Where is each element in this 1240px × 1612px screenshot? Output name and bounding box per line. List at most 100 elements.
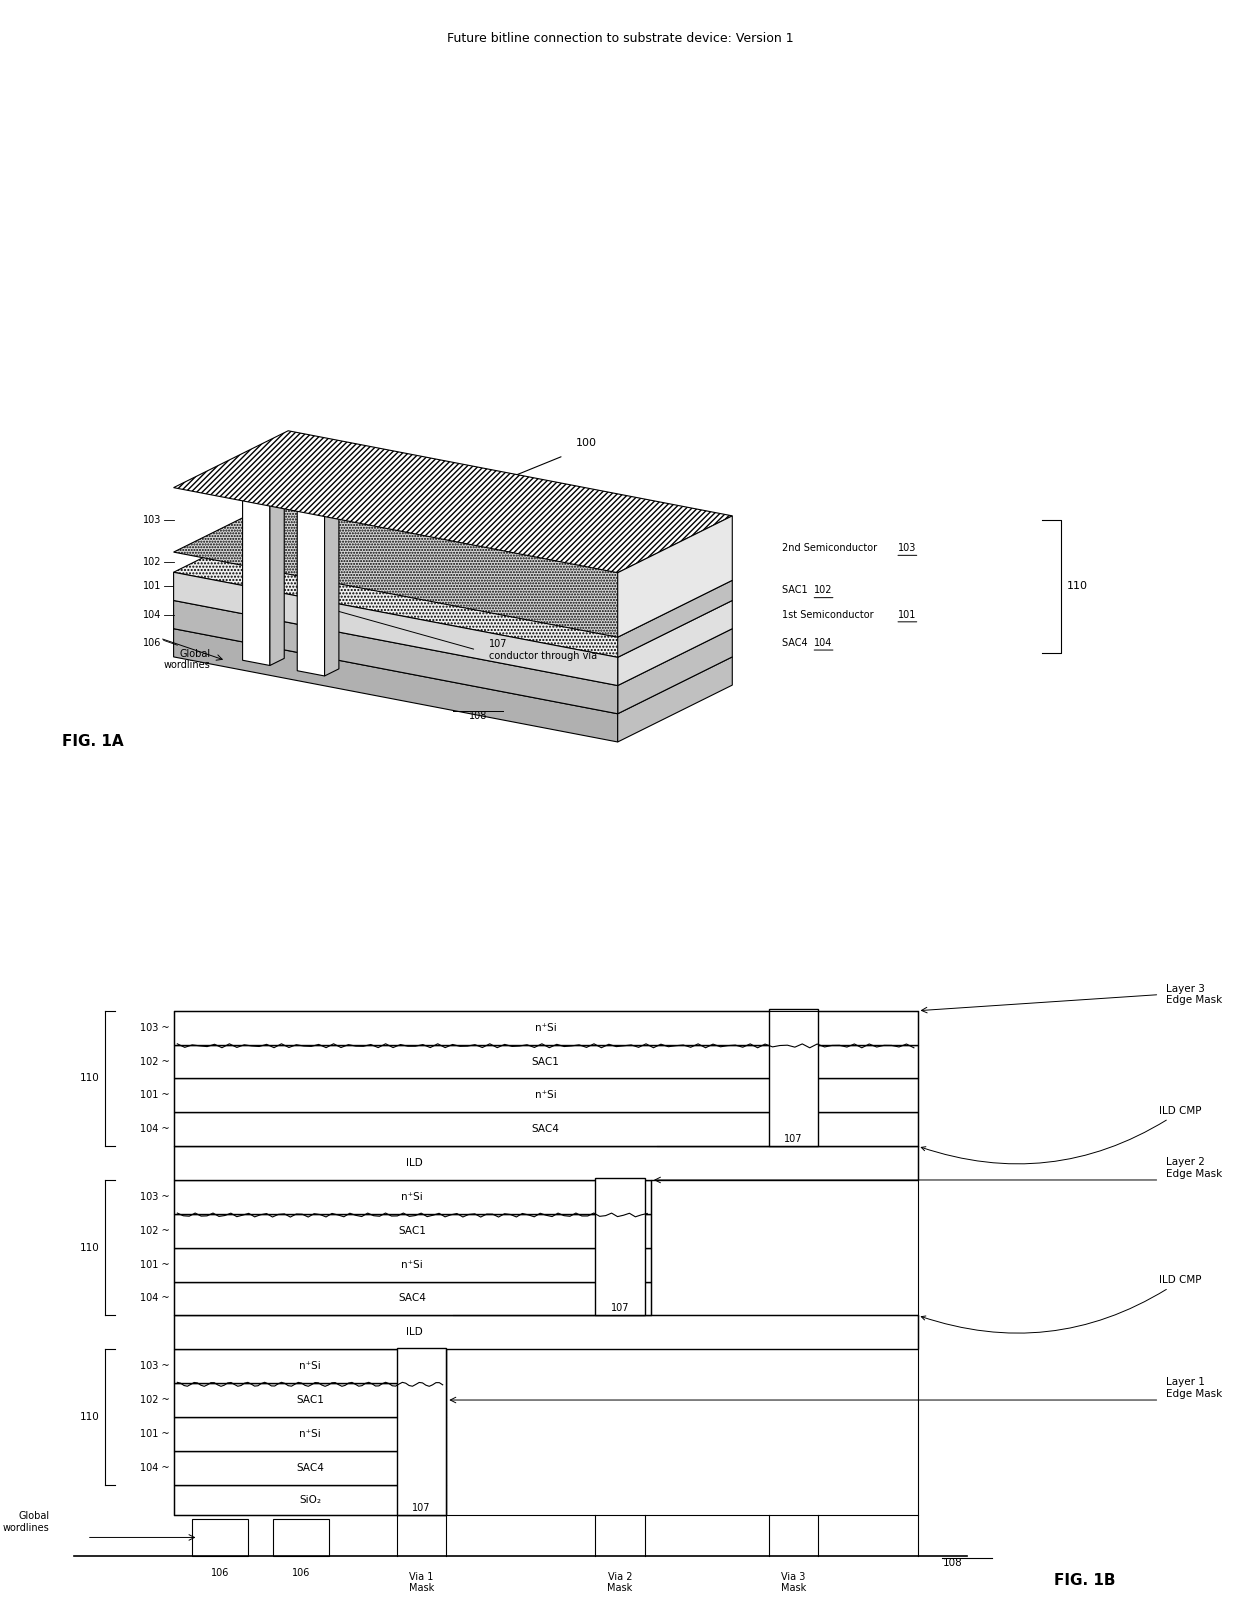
Text: Via 2
Mask: Via 2 Mask [608, 1572, 632, 1593]
Text: FIG. 1A: FIG. 1A [62, 733, 124, 750]
Text: 110: 110 [79, 1243, 99, 1253]
Text: SAC1: SAC1 [296, 1394, 324, 1406]
Text: 102 ~: 102 ~ [140, 1394, 170, 1406]
Bar [174, 1417, 446, 1451]
Text: 103 ~: 103 ~ [140, 1191, 170, 1203]
Polygon shape [174, 495, 733, 637]
Text: 110: 110 [1068, 582, 1087, 592]
Text: 2nd Semiconductor: 2nd Semiconductor [782, 543, 880, 553]
Bar [174, 1485, 446, 1515]
Text: Global
wordlines: Global wordlines [2, 1512, 50, 1533]
Text: n⁺Si: n⁺Si [299, 1428, 321, 1440]
Text: SAC1: SAC1 [782, 585, 811, 595]
Text: 101: 101 [898, 609, 916, 619]
Polygon shape [243, 487, 270, 666]
Text: 1st Semiconductor: 1st Semiconductor [782, 609, 877, 619]
Text: 108: 108 [469, 711, 487, 721]
Text: n⁺Si: n⁺Si [299, 1361, 321, 1372]
Polygon shape [243, 480, 284, 492]
Text: 100: 100 [577, 438, 596, 448]
Bar [595, 1178, 645, 1315]
Text: n⁺Si: n⁺Si [534, 1022, 557, 1033]
Bar [397, 1348, 446, 1515]
Polygon shape [174, 629, 618, 742]
Polygon shape [325, 495, 339, 675]
Bar [174, 1282, 651, 1315]
Bar [174, 1383, 446, 1417]
Text: 101 ~: 101 ~ [140, 1428, 170, 1440]
Text: 104: 104 [813, 638, 832, 648]
Bar [174, 1315, 918, 1349]
Text: 107
conductor through via: 107 conductor through via [489, 638, 596, 661]
Text: 102 ~: 102 ~ [140, 1225, 170, 1236]
Polygon shape [618, 601, 733, 685]
Bar [174, 1248, 651, 1282]
Polygon shape [174, 601, 618, 714]
Text: n⁺Si: n⁺Si [402, 1191, 423, 1203]
Text: 103 ~: 103 ~ [140, 1022, 170, 1033]
Polygon shape [618, 658, 733, 742]
Text: n⁺Si: n⁺Si [402, 1259, 423, 1270]
Polygon shape [174, 543, 733, 685]
Bar [192, 1519, 248, 1556]
Text: 101 ~: 101 ~ [140, 1090, 170, 1101]
Polygon shape [174, 572, 618, 685]
Text: 101: 101 [143, 582, 161, 592]
Polygon shape [270, 485, 284, 666]
Bar [174, 1112, 918, 1146]
Text: FIG. 1B: FIG. 1B [1054, 1573, 1116, 1588]
Text: 103: 103 [143, 514, 161, 526]
Polygon shape [174, 516, 733, 658]
Polygon shape [618, 516, 733, 637]
Text: ILD: ILD [407, 1157, 423, 1169]
Text: 102: 102 [813, 585, 832, 595]
Bar [174, 1045, 918, 1078]
Text: SAC1: SAC1 [532, 1056, 559, 1067]
Text: 103: 103 [898, 543, 916, 553]
Bar [174, 1349, 446, 1383]
Text: SAC4: SAC4 [296, 1462, 324, 1473]
Text: Global
wordlines: Global wordlines [164, 648, 211, 671]
Text: ILD: ILD [407, 1327, 423, 1338]
Polygon shape [618, 580, 733, 658]
Bar [174, 1180, 651, 1214]
Text: 108: 108 [942, 1557, 962, 1568]
Bar [174, 1011, 918, 1045]
Polygon shape [174, 430, 733, 572]
Bar [174, 1146, 918, 1180]
Text: ILD CMP: ILD CMP [921, 1106, 1202, 1164]
Text: 107: 107 [611, 1302, 629, 1312]
Text: 107: 107 [413, 1502, 430, 1512]
Text: SAC1: SAC1 [398, 1225, 427, 1236]
Text: 103 ~: 103 ~ [140, 1361, 170, 1372]
Text: 102: 102 [143, 558, 161, 567]
Text: 102 ~: 102 ~ [140, 1056, 170, 1067]
Text: Layer 2
Edge Mask: Layer 2 Edge Mask [1166, 1157, 1221, 1178]
Text: Future bitline connection to substrate device: Version 1: Future bitline connection to substrate d… [446, 32, 794, 45]
Text: 106: 106 [211, 1567, 229, 1578]
Text: SAC4: SAC4 [532, 1124, 559, 1135]
Bar [174, 1451, 446, 1485]
Bar [174, 1078, 918, 1112]
Polygon shape [618, 629, 733, 714]
Polygon shape [298, 498, 325, 675]
Text: ILD CMP: ILD CMP [921, 1275, 1202, 1333]
Text: SAC4: SAC4 [398, 1293, 427, 1304]
Text: n⁺Si: n⁺Si [534, 1090, 557, 1101]
Polygon shape [174, 572, 733, 714]
Text: 104: 104 [143, 609, 161, 619]
Bar [174, 1214, 651, 1248]
Text: 107: 107 [785, 1133, 802, 1143]
Polygon shape [298, 490, 339, 503]
Text: Via 3
Mask: Via 3 Mask [781, 1572, 806, 1593]
Text: Layer 1
Edge Mask: Layer 1 Edge Mask [1166, 1377, 1221, 1399]
Text: 101 ~: 101 ~ [140, 1259, 170, 1270]
Bar [769, 1009, 818, 1146]
Text: 106: 106 [143, 638, 161, 648]
Text: 104 ~: 104 ~ [140, 1124, 170, 1135]
Text: 104 ~: 104 ~ [140, 1293, 170, 1304]
Text: 110: 110 [79, 1074, 99, 1083]
Text: SiO₂: SiO₂ [299, 1494, 321, 1506]
Text: SAC4: SAC4 [782, 638, 811, 648]
Text: 110: 110 [79, 1412, 99, 1422]
